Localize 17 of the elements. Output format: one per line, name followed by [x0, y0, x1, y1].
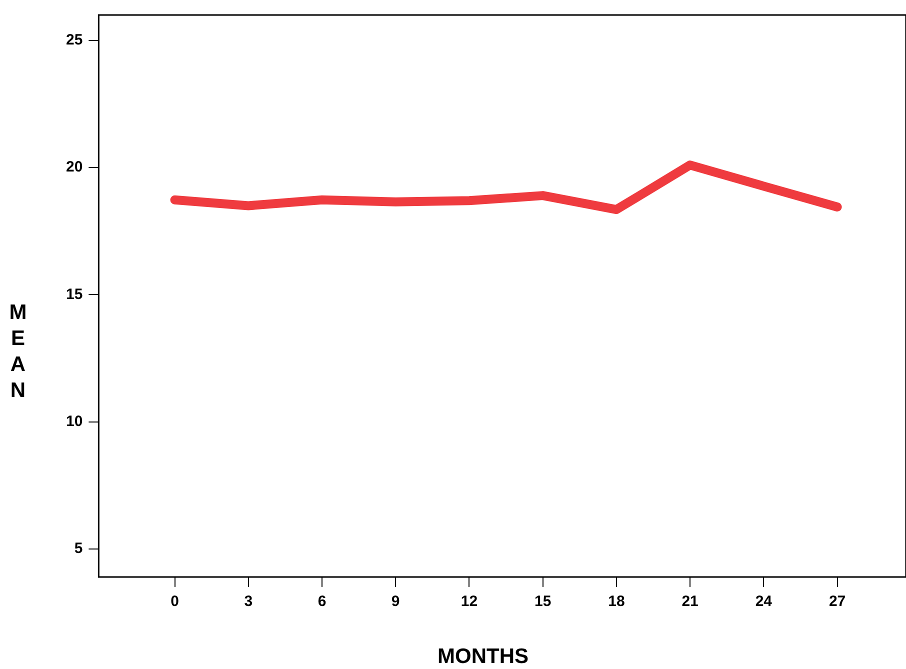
y-tick-label: 25 — [66, 32, 83, 49]
y-axis-title: MEAN — [8, 300, 28, 404]
x-tick-label: 21 — [682, 593, 698, 610]
x-tick-label: 24 — [755, 593, 773, 610]
x-tick-label: 12 — [460, 593, 478, 610]
x-tick-label: 27 — [828, 593, 846, 610]
x-tick-label: 15 — [534, 593, 552, 610]
x-tick-label: 9 — [391, 593, 400, 610]
y-tick-label: 20 — [66, 158, 83, 176]
y-tick-label: 5 — [74, 540, 83, 558]
y-tick-label: 15 — [66, 286, 83, 303]
x-tick-label: 18 — [608, 593, 625, 610]
x-tick-label: 3 — [244, 593, 253, 610]
y-tick-label: 10 — [66, 413, 83, 430]
x-axis-title: MONTHS — [436, 645, 530, 669]
x-tick-label: 0 — [170, 593, 179, 610]
x-tick-label: 6 — [318, 593, 326, 610]
